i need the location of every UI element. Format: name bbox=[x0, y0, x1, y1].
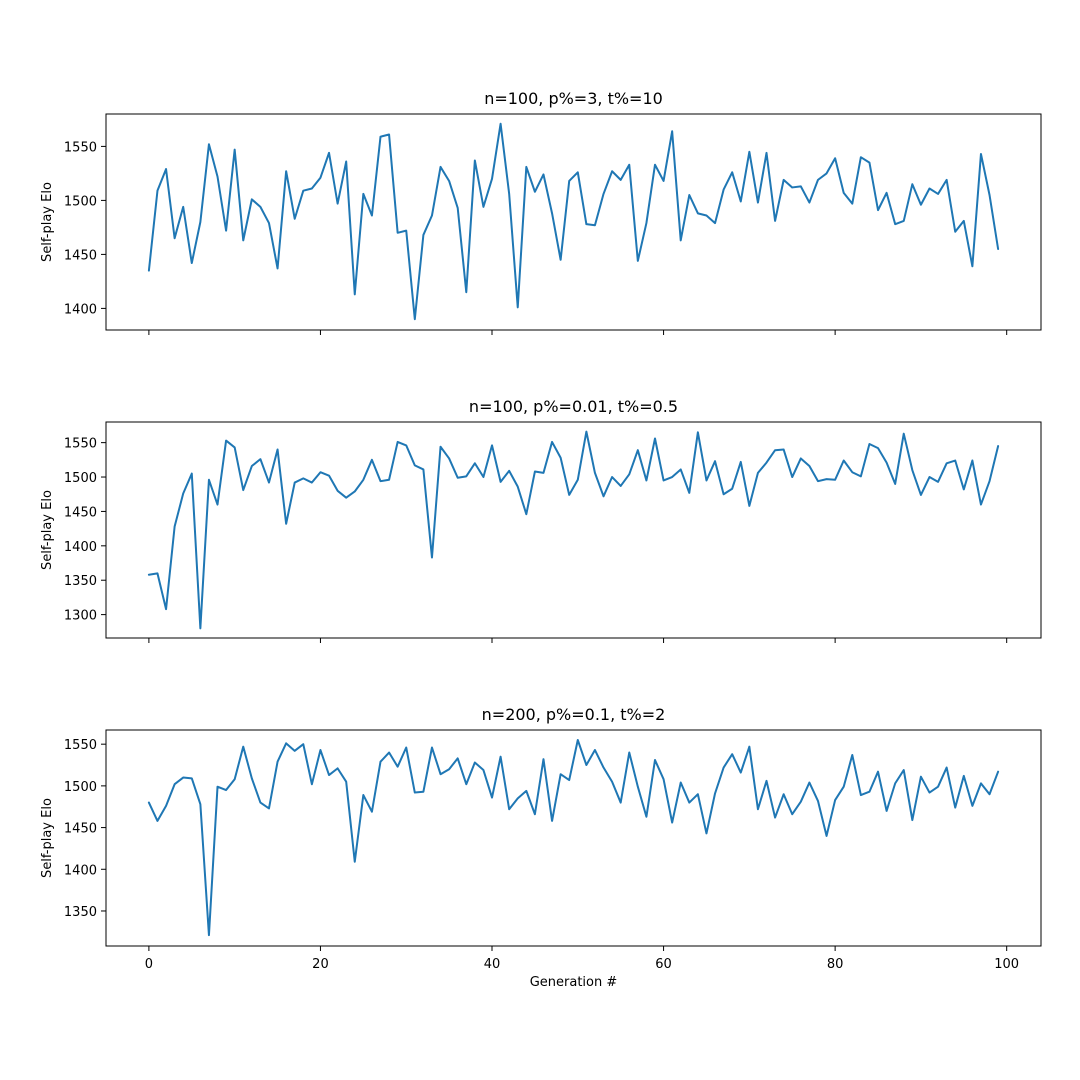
y-tick-label: 1450 bbox=[64, 248, 97, 263]
x-tick-label: 20 bbox=[312, 957, 329, 972]
y-tick-label: 1450 bbox=[64, 822, 97, 837]
series-line-1 bbox=[147, 739, 1000, 937]
x-tick-label: 0 bbox=[145, 957, 153, 972]
chart-panel-1: n=100, p%=3, t%=10 1400 1450 1500 1550 Self-p… bbox=[40, 89, 1042, 335]
y-tick-label: 1550 bbox=[64, 738, 97, 753]
y-tick-label: 1550 bbox=[64, 140, 97, 155]
axes-frame bbox=[105, 421, 1042, 639]
panels: n=100, p%=3, t%=10 1400 1450 1500 1550 Self-p… bbox=[40, 89, 1042, 990]
axes-frame bbox=[105, 113, 1042, 331]
y-tick-label: 1400 bbox=[64, 302, 97, 317]
x-tick-label: 80 bbox=[827, 957, 844, 972]
x-axis-label: Generation # bbox=[530, 975, 618, 990]
y-tick-label: 1400 bbox=[64, 863, 97, 878]
y-tick-label: 1350 bbox=[64, 905, 97, 920]
axes-frame bbox=[105, 729, 1042, 947]
y-axis-label: Self-play Elo bbox=[40, 798, 55, 878]
panel-title: n=100, p%=0.01, t%=0.5 bbox=[469, 397, 678, 416]
y-tick-label: 1550 bbox=[64, 437, 97, 452]
chart-panel-2: n=100, p%=0.01, t%=0.5 1300 1350 1400 1450 15… bbox=[40, 397, 1042, 643]
y-tick-label: 1500 bbox=[64, 780, 97, 795]
y-axis-label: Self-play Elo bbox=[40, 490, 55, 570]
y-tick-label: 1500 bbox=[64, 194, 97, 209]
y-tick-label: 1450 bbox=[64, 505, 97, 520]
y-tick-label: 1400 bbox=[64, 540, 97, 555]
series-line-1 bbox=[147, 430, 1000, 630]
panel-title: n=200, p%=0.1, t%=2 bbox=[482, 705, 666, 724]
x-tick-label: 40 bbox=[484, 957, 501, 972]
y-tick-label: 1500 bbox=[64, 471, 97, 486]
panel-title: n=100, p%=3, t%=10 bbox=[484, 89, 663, 108]
y-tick-label: 1300 bbox=[64, 609, 97, 624]
x-tick-label: 60 bbox=[655, 957, 672, 972]
chart-panel-3: n=200, p%=0.1, t%=2 1350 1400 1450 1500 1550 0… bbox=[40, 705, 1042, 990]
y-tick-label: 1350 bbox=[64, 574, 97, 589]
x-tick-label: 100 bbox=[994, 957, 1019, 972]
series-line-1 bbox=[147, 122, 1000, 321]
y-axis-label: Self-play Elo bbox=[40, 182, 55, 262]
